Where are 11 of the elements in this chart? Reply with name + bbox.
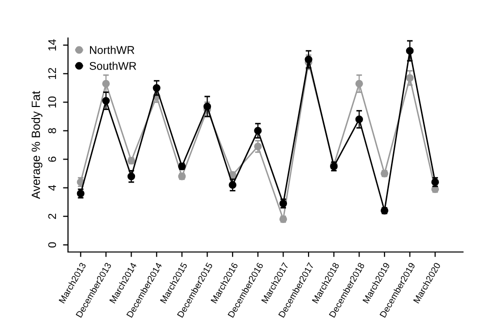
- y-tick-label: 12: [48, 68, 56, 79]
- y-tick-label: 10: [48, 96, 56, 108]
- y-tick-label: 8: [48, 128, 56, 134]
- y-tick-label: 0: [48, 242, 56, 248]
- y-axis-title: Average % Body Fat: [31, 91, 42, 200]
- legend-label: NorthWR: [90, 46, 134, 54]
- y-tick-label: 6: [48, 156, 56, 162]
- y-tick-label: 4: [48, 185, 56, 191]
- legend-label: SouthWR: [90, 62, 136, 70]
- y-tick-label: 2: [48, 214, 56, 219]
- y-tick-label: 14: [48, 39, 56, 50]
